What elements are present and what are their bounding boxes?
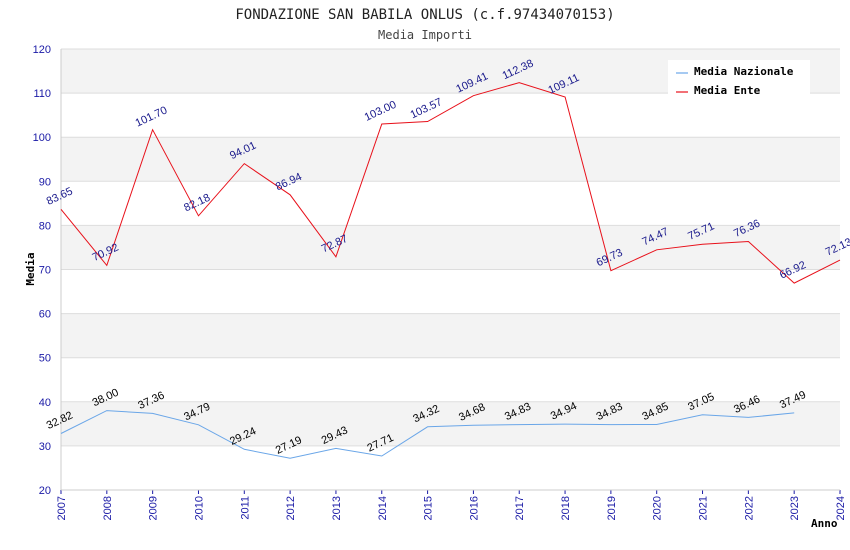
plot-band (61, 137, 840, 182)
x-tick-label: 2010 (193, 496, 205, 520)
y-tick-label: 70 (39, 265, 51, 277)
series-line-media-nazionale (60, 410, 795, 459)
x-tick-label: 2016 (468, 496, 480, 520)
x-tick-label: 2024 (835, 496, 847, 520)
x-tick-label: 2012 (285, 496, 297, 520)
y-tick-label: 50 (39, 353, 51, 365)
y-tick-labels: 20 30 40 50 60 70 80 90 100 110 120 (33, 44, 51, 497)
y-axis-label: Media (24, 252, 37, 285)
y-tick-label: 80 (39, 220, 51, 232)
legend-entry-media-ente: Media Ente (694, 84, 761, 97)
x-tick-label: 2011 (239, 496, 251, 520)
series-layer (60, 82, 841, 459)
x-tick-label: 2015 (423, 496, 435, 520)
x-tick-label: 2007 (56, 496, 68, 520)
legend-box (668, 60, 810, 98)
x-tick-label: 2019 (606, 496, 618, 520)
plot-band (61, 401, 840, 446)
x-axis-label: Anno (811, 517, 838, 530)
x-tick-label: 2014 (377, 496, 389, 520)
x-tick-label: 2021 (698, 496, 710, 520)
x-tick-label: 2022 (743, 496, 755, 520)
plot-band (61, 93, 840, 138)
y-tick-label: 90 (39, 176, 51, 188)
plot-band (61, 225, 840, 270)
plot-band (61, 357, 840, 402)
chart-subtitle: Media Importi (378, 28, 472, 42)
legend-entry-media-nazionale: Media Nazionale (694, 65, 794, 78)
x-tick-labels: 2007 2008 2009 2010 2011 2012 2013 2014 2015 2016… (56, 496, 847, 520)
y-tick-label: 40 (39, 397, 51, 409)
y-tick-label: 100 (33, 132, 51, 144)
x-tick-label: 2009 (148, 496, 160, 520)
y-tick-label: 110 (33, 88, 51, 100)
plot-band (61, 445, 840, 490)
plot-band (61, 313, 840, 358)
y-tick-label: 20 (39, 485, 51, 497)
y-tick-label: 60 (39, 309, 51, 321)
chart-title: FONDAZIONE SAN BABILA ONLUS (c.f.9743407… (235, 7, 614, 23)
x-tick-label: 2013 (331, 496, 343, 520)
legend: Media Nazionale Media Ente (668, 60, 810, 98)
x-tick-label: 2017 (514, 496, 526, 520)
plot-background (61, 49, 840, 490)
x-tick-label: 2020 (652, 496, 664, 520)
x-tick-label: 2008 (102, 496, 114, 520)
x-tick-label: 2023 (789, 496, 801, 520)
series-line-media-ente (60, 82, 841, 284)
y-tick-label: 30 (39, 441, 51, 453)
x-tick-label: 2018 (560, 496, 572, 520)
plot-band (61, 269, 840, 314)
plot-band (61, 181, 840, 226)
y-tick-label: 120 (33, 44, 51, 56)
